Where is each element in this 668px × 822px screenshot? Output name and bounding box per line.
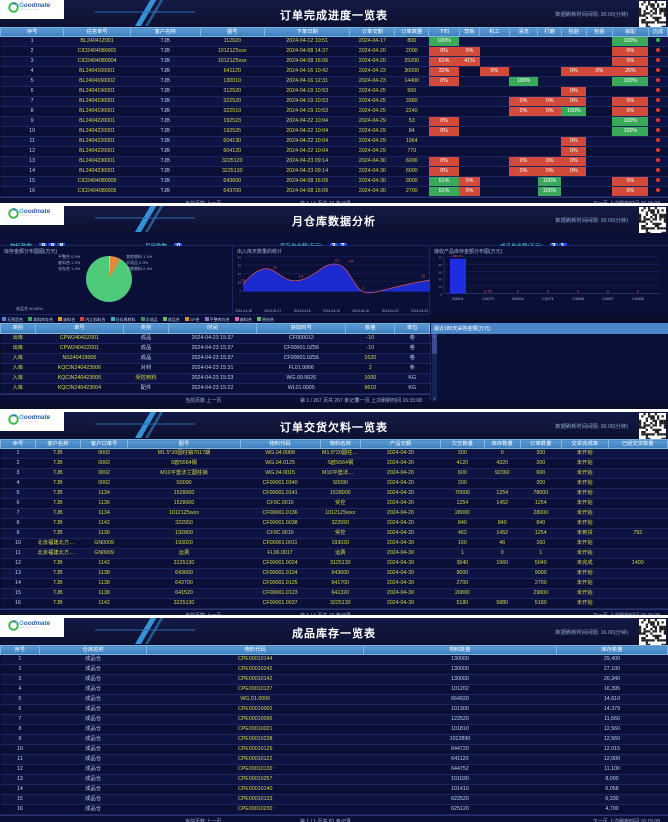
svg-text:C3071: C3071 [542,297,554,301]
svg-text:B3004: B3004 [512,297,524,301]
svg-text:0: 0 [577,290,579,294]
svg-text:10: 10 [439,285,443,289]
svg-text:68.87: 68.87 [452,255,464,258]
svg-text:40: 40 [439,270,443,274]
svg-text:1: 1 [362,286,364,290]
svg-text:13: 13 [299,275,303,279]
svg-text:0: 0 [517,290,519,294]
svg-text:B3001: B3001 [452,297,464,301]
svg-text:0: 0 [607,290,609,294]
svg-text:19: 19 [241,279,245,283]
svg-text:0: 0 [547,290,549,294]
svg-text:27: 27 [273,266,277,270]
svg-text:30: 30 [439,278,443,282]
svg-text:0.43: 0.43 [484,290,492,294]
svg-text:C3066: C3066 [632,297,644,301]
svg-text:0: 0 [440,292,442,296]
svg-text:40: 40 [238,256,242,260]
svg-text:C3068: C3068 [572,297,584,301]
svg-text:30: 30 [238,264,242,268]
svg-text:0: 0 [239,289,241,293]
svg-text:60: 60 [439,263,443,267]
svg-text:15: 15 [421,275,425,279]
svg-text:0: 0 [637,290,639,294]
svg-text:34: 34 [349,260,353,264]
svg-text:C3073: C3073 [482,297,494,301]
svg-text:21: 21 [335,259,339,263]
svg-text:C3067: C3067 [602,297,614,301]
svg-text:20: 20 [238,272,242,276]
svg-text:70: 70 [439,256,443,260]
